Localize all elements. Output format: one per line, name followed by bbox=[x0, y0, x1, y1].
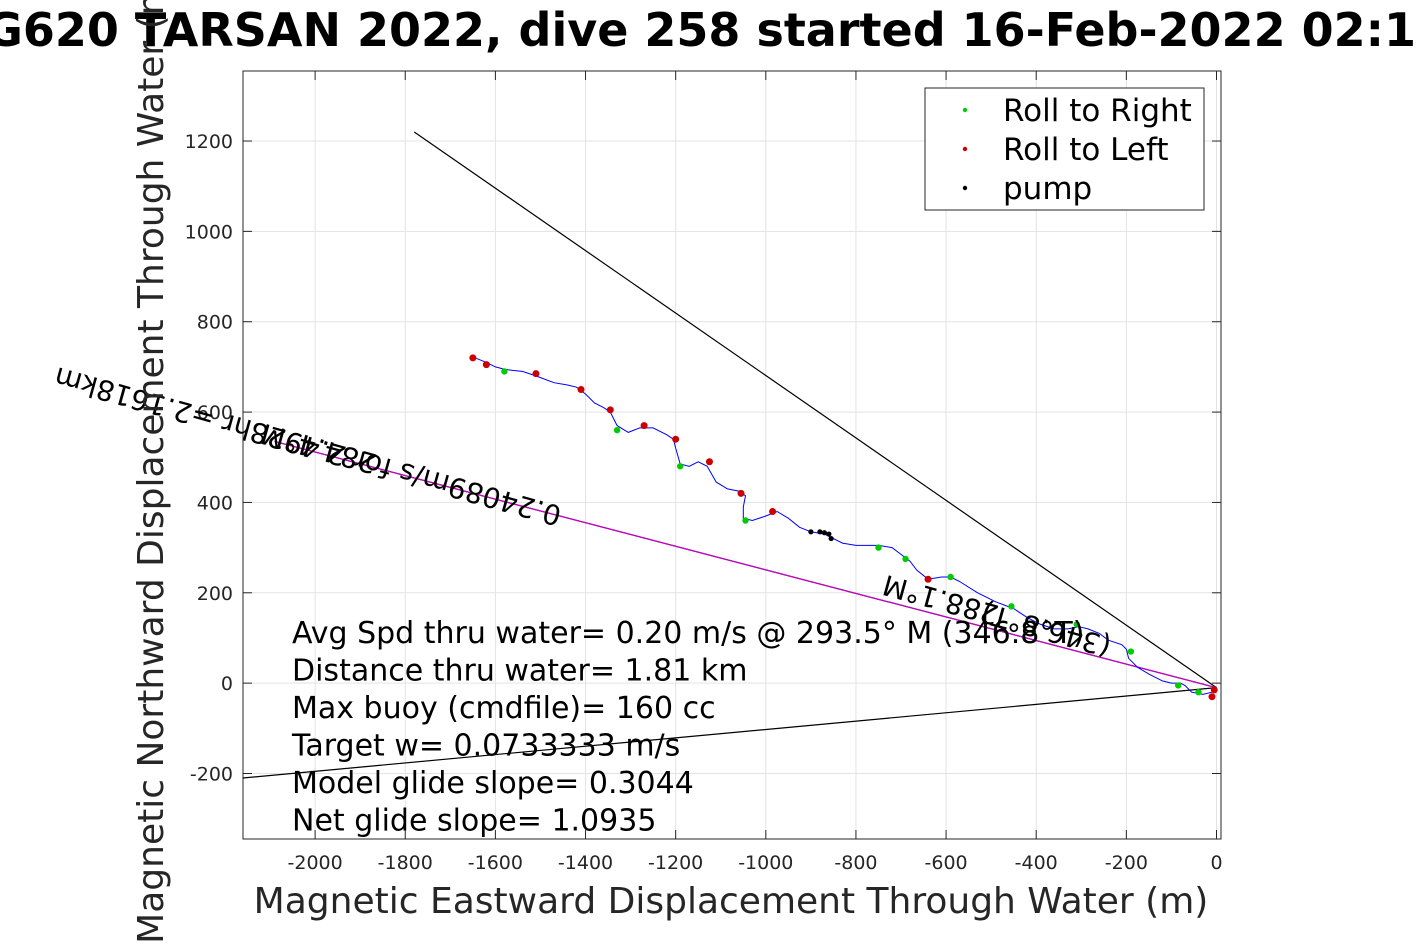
legend-label: pump bbox=[1003, 171, 1092, 207]
heading-label: 0.24089m/s for 2.4928hr =2.1618km bbox=[51, 360, 565, 532]
roll-left-point bbox=[469, 354, 477, 362]
summary-line: Avg Spd thru water= 0.20 m/s @ 293.5° M … bbox=[292, 616, 1084, 651]
x-tick-label: -2000 bbox=[288, 852, 343, 874]
reference-line bbox=[242, 687, 1217, 779]
roll-right-point bbox=[1174, 682, 1182, 689]
roll-left-point bbox=[482, 361, 490, 369]
summary-line: Model glide slope= 0.3044 bbox=[292, 766, 694, 801]
x-tick-label: -800 bbox=[834, 852, 877, 874]
y-tick-label: 400 bbox=[197, 492, 233, 514]
x-tick-label: -1000 bbox=[738, 852, 793, 874]
summary-annotations: Avg Spd thru water= 0.20 m/s @ 293.5° M … bbox=[291, 616, 1084, 839]
roll-left-point bbox=[769, 507, 777, 515]
summary-line: Distance thru water= 1.81 km bbox=[292, 654, 747, 689]
y-tick-label: 200 bbox=[197, 583, 233, 605]
roll-right-point bbox=[1195, 688, 1202, 696]
pump-point bbox=[821, 530, 827, 536]
legend-marker bbox=[962, 107, 968, 113]
x-tick-label: -200 bbox=[1105, 852, 1148, 874]
reference-line bbox=[274, 440, 1217, 689]
y-axis-label: Magnetic Northward Displacement Through … bbox=[131, 0, 172, 944]
pump-point bbox=[817, 529, 823, 535]
roll-right-point bbox=[1073, 621, 1080, 628]
x-tick-label: 0 bbox=[1210, 852, 1222, 874]
axis-ticks: -2000 -1800 -1600 -1400 -1200 -1000 -800 -600 -4… bbox=[185, 71, 1223, 874]
y-tick-label: 800 bbox=[197, 312, 233, 334]
legend-label: Roll to Right bbox=[1003, 93, 1192, 129]
roll-left-point bbox=[1208, 693, 1216, 701]
summary-line: Target w= 0.0733333 m/s bbox=[291, 729, 680, 764]
roll-left-point bbox=[1210, 686, 1218, 694]
legend-marker bbox=[962, 146, 968, 152]
roll-left-point bbox=[672, 435, 680, 443]
pump-point bbox=[828, 535, 834, 542]
x-tick-label: -1400 bbox=[558, 852, 613, 874]
roll-left-point bbox=[606, 406, 614, 414]
grid-lines bbox=[243, 71, 1221, 839]
y-tick-label: 600 bbox=[197, 402, 233, 424]
x-axis-label: Magnetic Eastward Displacement Through W… bbox=[254, 881, 1209, 922]
roll-right-point bbox=[676, 463, 684, 470]
x-tick-label: -600 bbox=[925, 852, 968, 874]
reference-line bbox=[413, 131, 1217, 689]
roll-right-point bbox=[613, 426, 621, 434]
roll-right-point bbox=[1008, 603, 1015, 610]
legend-box bbox=[924, 87, 1205, 211]
roll-right-point bbox=[902, 555, 909, 563]
plot-frame bbox=[242, 70, 1222, 840]
reference-lines bbox=[242, 131, 1217, 779]
roll-left-point bbox=[924, 575, 932, 583]
roll-left-point bbox=[577, 385, 585, 393]
roll-markers bbox=[469, 354, 1218, 701]
roll-right-point bbox=[875, 544, 882, 551]
legend-marker bbox=[962, 185, 968, 191]
y-tick-label: -200 bbox=[190, 763, 233, 785]
roll-left-point bbox=[737, 489, 745, 497]
x-tick-label: -1600 bbox=[468, 852, 523, 874]
roll-right-point bbox=[742, 517, 749, 524]
y-tick-label: 1200 bbox=[185, 131, 233, 153]
roll-right-point bbox=[1127, 648, 1135, 655]
roll-left-point bbox=[532, 370, 540, 378]
x-tick-label: -400 bbox=[1015, 852, 1058, 874]
summary-line: Net glide slope= 1.0935 bbox=[292, 804, 656, 839]
chart-title: SG620 TARSAN 2022, dive 258 started 16-F… bbox=[0, 3, 1417, 57]
legend-label: Roll to Left bbox=[1003, 132, 1169, 168]
pump-point bbox=[808, 529, 814, 535]
x-tick-label: -1800 bbox=[378, 852, 433, 874]
roll-left-point bbox=[640, 422, 648, 430]
summary-line: Max buoy (cmdfile)= 160 cc bbox=[292, 691, 716, 726]
roll-right-point bbox=[947, 573, 954, 581]
y-tick-label: 0 bbox=[221, 673, 233, 695]
roll-left-point bbox=[705, 458, 713, 466]
y-tick-label: 1000 bbox=[185, 221, 233, 243]
roll-right-point bbox=[501, 368, 508, 375]
pump-point bbox=[826, 531, 832, 537]
x-tick-label: -1200 bbox=[648, 852, 703, 874]
